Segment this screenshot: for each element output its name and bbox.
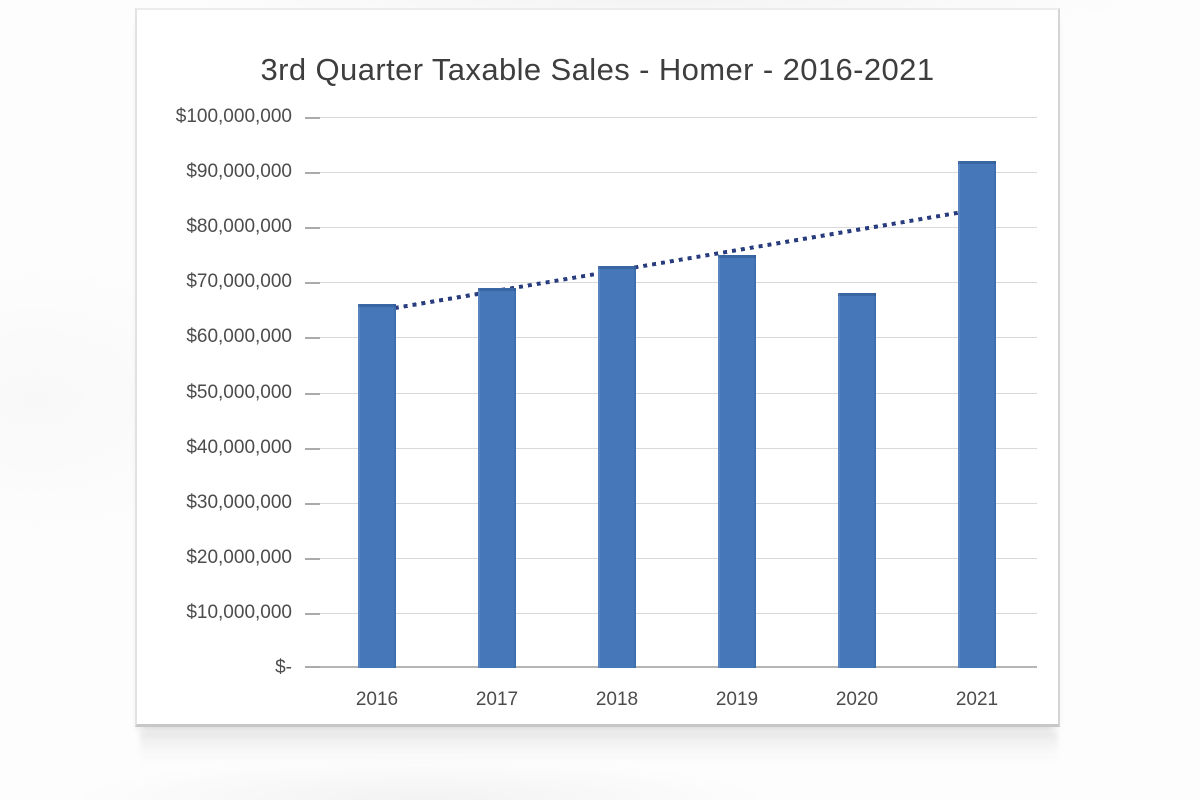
gridline-50000000 xyxy=(317,393,1037,394)
y-axis-label: $60,000,000 xyxy=(186,326,292,347)
y-axis-label: $30,000,000 xyxy=(186,492,292,513)
gridline-20000000 xyxy=(317,558,1037,559)
y-axis-label: $70,000,000 xyxy=(186,271,292,292)
y-axis-tick xyxy=(305,613,320,615)
gridline-10000000 xyxy=(317,613,1037,614)
y-axis-tick xyxy=(305,558,320,560)
x-axis-label-2016: 2016 xyxy=(355,689,399,710)
y-axis-tick xyxy=(305,666,320,668)
y-axis-tick xyxy=(305,503,320,505)
y-axis-label: $80,000,000 xyxy=(186,216,292,237)
y-axis-label: $50,000,000 xyxy=(186,382,292,403)
gridline-100000000 xyxy=(317,117,1037,118)
bar-2017 xyxy=(478,287,516,668)
chart-title: 3rd Quarter Taxable Sales - Homer - 2016… xyxy=(260,52,935,87)
y-axis-label: $40,000,000 xyxy=(186,437,292,458)
y-axis-tick xyxy=(305,282,320,284)
gridline-30000000 xyxy=(317,503,1037,504)
bar-2020 xyxy=(838,293,876,668)
trendline xyxy=(376,207,978,313)
gridline-80000000 xyxy=(317,227,1037,228)
bar-2021 xyxy=(958,161,996,668)
y-axis-tick xyxy=(305,337,320,339)
y-axis-tick xyxy=(305,117,320,119)
y-axis-label: $- xyxy=(275,657,292,678)
x-axis-label-2020: 2020 xyxy=(835,689,879,710)
y-axis-tick xyxy=(305,448,320,450)
x-axis-label-2019: 2019 xyxy=(715,689,759,710)
y-axis-tick xyxy=(305,227,320,229)
bar-2016 xyxy=(358,304,396,668)
y-axis-tick xyxy=(305,172,320,174)
y-axis-tick xyxy=(305,393,320,395)
y-axis-label: $90,000,000 xyxy=(186,161,292,182)
x-axis-label-2018: 2018 xyxy=(595,689,639,710)
y-axis-label: $20,000,000 xyxy=(186,547,292,568)
scan-artifact-band xyxy=(140,733,1058,765)
gridline-0 xyxy=(317,666,1037,668)
bar-2019 xyxy=(718,254,756,668)
x-axis-label-2017: 2017 xyxy=(475,689,519,710)
gridline-90000000 xyxy=(317,172,1037,173)
x-axis-label-2021: 2021 xyxy=(955,689,999,710)
bar-2018 xyxy=(598,265,636,668)
gridline-60000000 xyxy=(317,337,1037,338)
chart-panel: 3rd Quarter Taxable Sales - Homer - 2016… xyxy=(135,8,1060,727)
y-axis-label: $100,000,000 xyxy=(175,106,292,127)
plot-area: $100,000,000 $90,000,000 $80,000,000 $70,00… xyxy=(176,106,1037,710)
gridline-40000000 xyxy=(317,448,1037,449)
y-axis-label: $10,000,000 xyxy=(186,602,292,623)
gridline-70000000 xyxy=(317,282,1037,283)
